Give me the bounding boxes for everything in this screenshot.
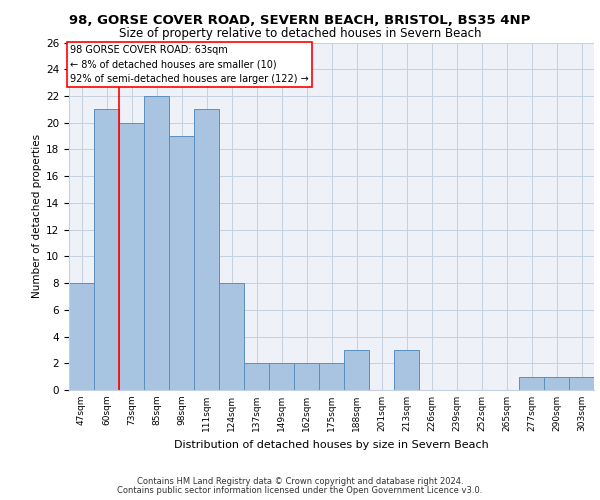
- Bar: [219, 283, 244, 390]
- Text: 98, GORSE COVER ROAD, SEVERN BEACH, BRISTOL, BS35 4NP: 98, GORSE COVER ROAD, SEVERN BEACH, BRIS…: [70, 14, 530, 27]
- Bar: [94, 110, 119, 390]
- X-axis label: Distribution of detached houses by size in Severn Beach: Distribution of detached houses by size …: [174, 440, 489, 450]
- Bar: [119, 122, 144, 390]
- Bar: [319, 364, 344, 390]
- Bar: [69, 283, 94, 390]
- Text: Contains HM Land Registry data © Crown copyright and database right 2024.: Contains HM Land Registry data © Crown c…: [137, 477, 463, 486]
- Bar: [244, 364, 269, 390]
- Text: Size of property relative to detached houses in Severn Beach: Size of property relative to detached ho…: [119, 28, 481, 40]
- Bar: [269, 364, 294, 390]
- Bar: [169, 136, 194, 390]
- Text: 98 GORSE COVER ROAD: 63sqm
← 8% of detached houses are smaller (10)
92% of semi-: 98 GORSE COVER ROAD: 63sqm ← 8% of detac…: [70, 45, 309, 84]
- Bar: [144, 96, 169, 390]
- Bar: [294, 364, 319, 390]
- Bar: [544, 376, 569, 390]
- Bar: [394, 350, 419, 390]
- Bar: [194, 110, 219, 390]
- Text: Contains public sector information licensed under the Open Government Licence v3: Contains public sector information licen…: [118, 486, 482, 495]
- Y-axis label: Number of detached properties: Number of detached properties: [32, 134, 42, 298]
- Bar: [519, 376, 544, 390]
- Bar: [344, 350, 369, 390]
- Bar: [569, 376, 594, 390]
